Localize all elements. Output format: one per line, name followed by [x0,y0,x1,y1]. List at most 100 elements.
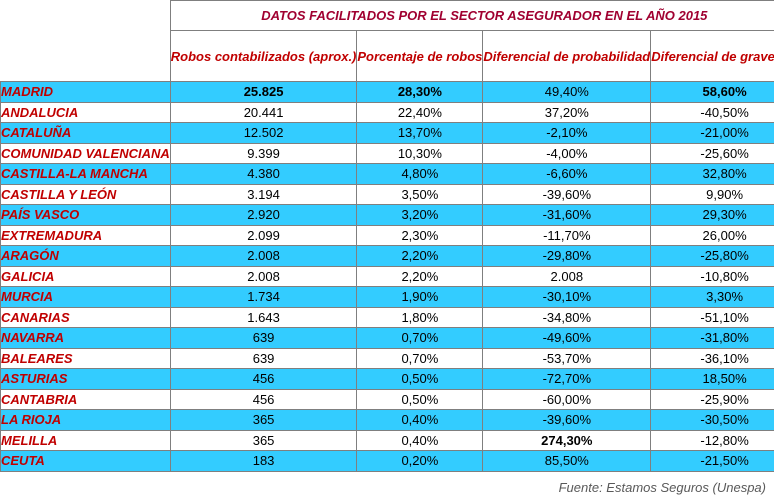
region-name: CANARIAS [0,306,171,328]
porcentaje-cell: 3,50% [356,183,484,205]
table-row: ANDALUCIA 20.441 22,40% 37,20% -40,50% [0,101,774,123]
table-row: EXTREMADURA 2.099 2,30% -11,70% 26,00% [0,224,774,246]
porcentaje-cell: 4,80% [356,163,484,185]
region-name: ARAGÓN [0,245,171,267]
insurance-data-table: DATOS FACILITADOS POR EL SECTOR ASEGURAD… [0,0,774,472]
probabilidad-cell: -4,00% [482,142,652,164]
gravedad-cell: 9,90% [650,183,774,205]
region-name: MELILLA [0,429,171,451]
table-row: BALEARES 639 0,70% -53,70% -36,10% [0,347,774,369]
probabilidad-cell: -53,70% [482,347,652,369]
table-row: MELILLA 365 0,40% 274,30% -12,80% [0,429,774,451]
robos-cell: 9.399 [169,142,358,164]
region-name: MADRID [0,81,171,103]
region-name: EXTREMADURA [0,224,171,246]
porcentaje-cell: 0,50% [356,368,484,390]
header-porcentaje: Porcentaje de robos [356,30,484,82]
probabilidad-cell: 37,20% [482,101,652,123]
header-gravedad: Diferencial de gravedad [650,30,774,82]
gravedad-cell: -21,00% [650,122,774,144]
region-name: COMUNIDAD VALENCIANA [0,142,171,164]
table-row: ASTURIAS 456 0,50% -72,70% 18,50% [0,368,774,390]
gravedad-cell: 26,00% [650,224,774,246]
table-row: MADRID 25.825 28,30% 49,40% 58,60% [0,81,774,103]
robos-cell: 456 [169,388,358,410]
region-name: BALEARES [0,347,171,369]
robos-cell: 25.825 [169,81,358,103]
porcentaje-cell: 0,40% [356,409,484,431]
probabilidad-cell: 274,30% [482,429,652,451]
porcentaje-cell: 0,50% [356,388,484,410]
table-row: CATALUÑA 12.502 13,70% -2,10% -21,00% [0,122,774,144]
header-probabilidad: Diferencial de probabilidad [482,30,652,82]
porcentaje-cell: 2,20% [356,245,484,267]
gravedad-cell: -36,10% [650,347,774,369]
probabilidad-cell: 2.008 [482,265,652,287]
region-name: CEUTA [0,450,171,472]
gravedad-cell: 3,30% [650,286,774,308]
robos-cell: 1.643 [169,306,358,328]
robos-cell: 639 [169,327,358,349]
header-robos: Robos contabilizados (aprox.) [169,30,358,82]
gravedad-cell: -40,50% [650,101,774,123]
robos-cell: 365 [169,409,358,431]
region-name: GALICIA [0,265,171,287]
table-row: NAVARRA 639 0,70% -49,60% -31,80% [0,327,774,349]
region-name: CASTILLA-LA MANCHA [0,163,171,185]
porcentaje-cell: 1,80% [356,306,484,328]
column-header-row: Robos contabilizados (aprox.) Porcentaje… [1,30,774,82]
robos-cell: 3.194 [169,183,358,205]
table-row: LA RIOJA 365 0,40% -39,60% -30,50% [0,409,774,431]
corner-blank-cell [0,0,171,82]
porcentaje-cell: 0,70% [356,347,484,369]
table-row: COMUNIDAD VALENCIANA 9.399 10,30% -4,00%… [0,142,774,164]
gravedad-cell: -10,80% [650,265,774,287]
region-name: NAVARRA [0,327,171,349]
porcentaje-cell: 0,70% [356,327,484,349]
table-row: MURCIA 1.734 1,90% -30,10% 3,30% [0,286,774,308]
table-row: CEUTA 183 0,20% 85,50% -21,50% [0,450,774,472]
region-name: CATALUÑA [0,122,171,144]
gravedad-cell: 18,50% [650,368,774,390]
probabilidad-cell: -11,70% [482,224,652,246]
porcentaje-cell: 2,20% [356,265,484,287]
probabilidad-cell: -60,00% [482,388,652,410]
robos-cell: 2.099 [169,224,358,246]
gravedad-cell: 29,30% [650,204,774,226]
porcentaje-cell: 13,70% [356,122,484,144]
title-row: DATOS FACILITADOS POR EL SECTOR ASEGURAD… [0,0,774,82]
porcentaje-cell: 22,40% [356,101,484,123]
probabilidad-cell: -29,80% [482,245,652,267]
gravedad-cell: 58,60% [650,81,774,103]
source-note: Fuente: Estamos Seguros (Unespa) [558,480,766,495]
gravedad-cell: -30,50% [650,409,774,431]
robos-cell: 1.734 [169,286,358,308]
gravedad-cell: -21,50% [650,450,774,472]
gravedad-cell: -25,60% [650,142,774,164]
probabilidad-cell: -49,60% [482,327,652,349]
probabilidad-cell: -39,60% [482,183,652,205]
table-title: DATOS FACILITADOS POR EL SECTOR ASEGURAD… [169,0,774,31]
probabilidad-cell: 85,50% [482,450,652,472]
porcentaje-cell: 1,90% [356,286,484,308]
robos-cell: 456 [169,368,358,390]
region-name: MURCIA [0,286,171,308]
region-name: PAÍS VASCO [0,204,171,226]
robos-cell: 2.008 [169,245,358,267]
table-row: GALICIA 2.008 2,20% 2.008 -10,80% [0,265,774,287]
region-name: CANTABRIA [0,388,171,410]
region-name: LA RIOJA [0,409,171,431]
probabilidad-cell: -39,60% [482,409,652,431]
porcentaje-cell: 0,20% [356,450,484,472]
gravedad-cell: -31,80% [650,327,774,349]
gravedad-cell: -25,90% [650,388,774,410]
region-name: ASTURIAS [0,368,171,390]
gravedad-cell: 32,80% [650,163,774,185]
porcentaje-cell: 3,20% [356,204,484,226]
probabilidad-cell: -6,60% [482,163,652,185]
robos-cell: 183 [169,450,358,472]
region-name: CASTILLA Y LEÓN [0,183,171,205]
gravedad-cell: -25,80% [650,245,774,267]
porcentaje-cell: 2,30% [356,224,484,246]
porcentaje-cell: 28,30% [356,81,484,103]
